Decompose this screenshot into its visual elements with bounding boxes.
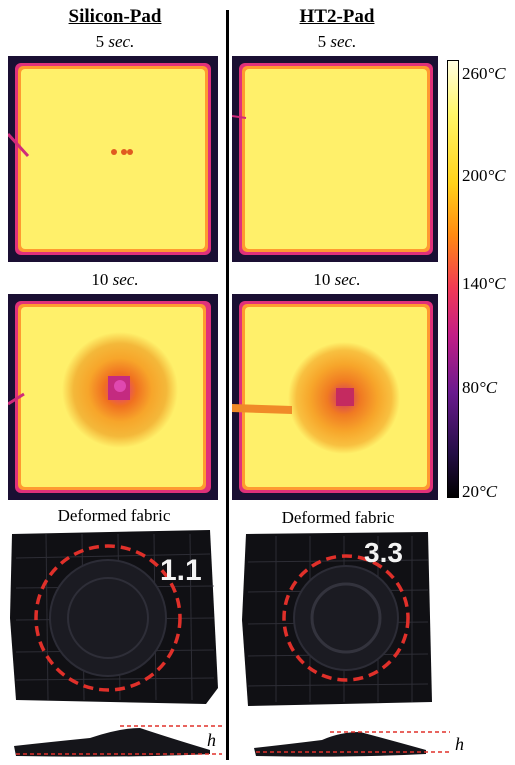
right-caption-5sec-num: 5 xyxy=(317,32,327,51)
colorbar-label-260-unit: °C xyxy=(487,64,506,83)
colorbar-label-200-num: 200 xyxy=(462,166,488,185)
colorbar-label-260-num: 260 xyxy=(462,64,488,83)
colorbar-label-20-unit: °C xyxy=(479,482,498,501)
left-column-title: Silicon-Pad xyxy=(68,6,162,27)
colorbar-label-80-unit: °C xyxy=(479,378,498,397)
left-caption-5sec-unit: sec. xyxy=(108,32,135,51)
column-divider xyxy=(226,10,229,760)
right-caption-10sec: 10 sec. xyxy=(262,270,412,290)
right-deformed-fabric-label: Deformed fabric xyxy=(281,508,395,527)
right-caption-5sec-unit: sec. xyxy=(330,32,357,51)
left-caption-10sec: 10 sec. xyxy=(40,270,190,290)
colorbar-label-140-num: 140 xyxy=(462,274,488,293)
right-height-label: h xyxy=(455,734,464,754)
left-thermal-image-10sec xyxy=(8,294,218,500)
colorbar-label-140-unit: °C xyxy=(487,274,506,293)
right-column-title: HT2-Pad xyxy=(299,6,375,27)
colorbar-label-80-num: 80 xyxy=(462,378,479,397)
right-thermal-image-5sec xyxy=(232,56,438,262)
colorbar-label-200-unit: °C xyxy=(487,166,506,185)
colorbar-label-200: 200°C xyxy=(462,166,506,186)
right-fabric-side-profile xyxy=(250,720,450,760)
left-thermal-image-5sec xyxy=(8,56,218,262)
left-caption-5sec-num: 5 xyxy=(95,32,105,51)
colorbar-label-20: 20°C xyxy=(462,482,497,502)
left-deformed-fabric-label: Deformed fabric xyxy=(57,506,171,525)
right-deformed-fabric-photo: 3.3 xyxy=(242,530,434,710)
left-height-label: h xyxy=(207,730,216,750)
right-caption-10sec-num: 10 xyxy=(313,270,331,289)
colorbar-label-140: 140°C xyxy=(462,274,506,294)
left-caption-10sec-num: 10 xyxy=(91,270,109,289)
right-caption-10sec-unit: sec. xyxy=(334,270,361,289)
left-caption-10sec-unit: sec. xyxy=(112,270,139,289)
left-deformed-fabric-photo: 1.1 xyxy=(10,528,222,708)
colorbar-label-260: 260°C xyxy=(462,64,506,84)
right-caption-5sec: 5 sec. xyxy=(262,32,412,52)
left-caption-5sec: 5 sec. xyxy=(40,32,190,52)
colorbar-label-80: 80°C xyxy=(462,378,497,398)
left-fabric-side-profile xyxy=(10,716,222,760)
left-sample-mark: 1.1 xyxy=(160,554,202,587)
right-thermal-image-10sec xyxy=(232,294,438,500)
temperature-colorbar xyxy=(447,60,459,498)
colorbar-label-20-num: 20 xyxy=(462,482,479,501)
right-sample-mark: 3.3 xyxy=(364,537,403,568)
